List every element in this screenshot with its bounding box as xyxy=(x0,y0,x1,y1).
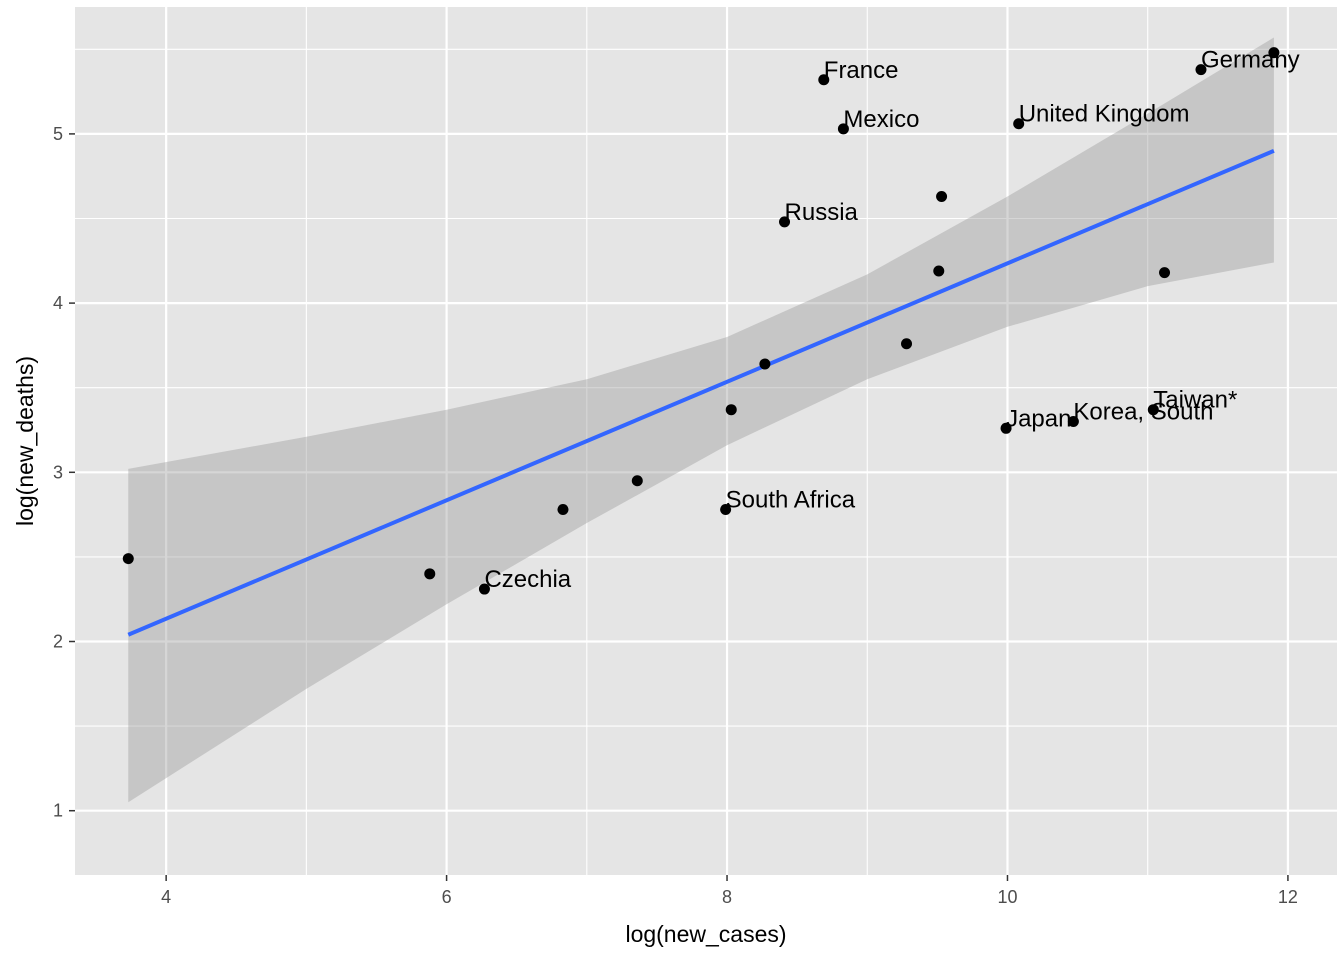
data-point xyxy=(779,216,791,228)
point-label: France xyxy=(824,57,899,84)
x-tick-label: 12 xyxy=(1278,887,1298,907)
point-label: Mexico xyxy=(843,106,919,133)
data-point xyxy=(725,404,737,416)
data-point xyxy=(933,265,945,277)
data-point xyxy=(1159,267,1171,279)
data-points xyxy=(122,47,1280,595)
regression-line xyxy=(127,148,1275,637)
point-label: United Kingdom xyxy=(1019,101,1190,128)
x-axis-ticks: 4 6 8 10 12 xyxy=(161,875,1298,907)
data-point xyxy=(1000,422,1012,434)
plot-panel xyxy=(75,7,1337,875)
y-tick-label: 5 xyxy=(53,124,63,144)
data-point xyxy=(478,583,490,595)
data-point xyxy=(901,338,913,350)
data-point xyxy=(759,358,771,370)
point-label: Czechia xyxy=(484,566,571,593)
data-point xyxy=(122,553,134,565)
x-tick-label: 8 xyxy=(722,887,732,907)
point-label: Korea, South xyxy=(1073,399,1213,426)
point-label: Taiwan* xyxy=(1153,387,1237,414)
y-tick-label: 4 xyxy=(53,293,63,313)
point-label: Germany xyxy=(1201,47,1300,74)
y-tick-label: 2 xyxy=(53,632,63,652)
data-point xyxy=(1067,416,1079,428)
data-point xyxy=(1195,64,1207,76)
data-point xyxy=(936,191,948,203)
data-point xyxy=(1268,47,1280,59)
data-point xyxy=(720,504,732,516)
x-tick-label: 4 xyxy=(161,887,171,907)
point-label: Russia xyxy=(785,199,859,226)
x-axis-title: log(new_cases) xyxy=(625,921,786,947)
data-point xyxy=(631,475,643,487)
x-tick-label: 10 xyxy=(997,887,1017,907)
confidence-band xyxy=(128,37,1274,803)
point-label: South Africa xyxy=(726,487,856,514)
y-tick-label: 1 xyxy=(53,801,63,821)
data-point xyxy=(837,123,849,135)
y-axis-title: log(new_deaths) xyxy=(12,356,38,526)
data-point xyxy=(1147,404,1159,416)
x-tick-label: 6 xyxy=(442,887,452,907)
data-point xyxy=(1013,118,1025,130)
major-gridlines xyxy=(75,7,1337,875)
point-labels: Czechia South Africa Russia France Mexico Jap… xyxy=(484,47,1299,593)
point-label: Japan xyxy=(1006,405,1071,432)
data-point xyxy=(424,568,436,580)
data-point xyxy=(818,74,830,86)
data-point xyxy=(557,504,569,516)
y-axis-ticks: 1 2 3 4 5 xyxy=(53,124,75,821)
y-tick-label: 3 xyxy=(53,462,63,482)
